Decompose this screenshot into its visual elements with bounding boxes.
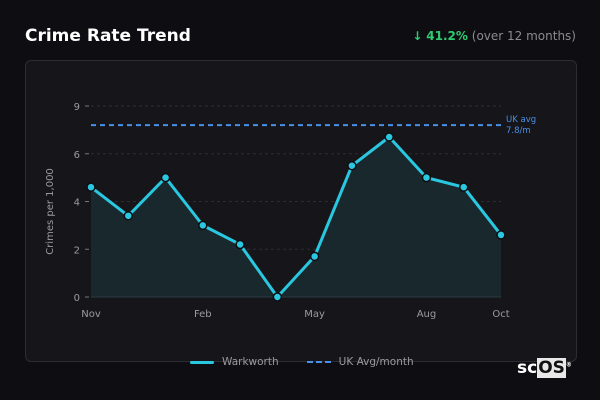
data-point — [421, 172, 432, 183]
legend-item-warkworth[interactable]: Warkworth — [190, 356, 279, 368]
data-point — [384, 132, 394, 142]
data-point — [496, 230, 506, 240]
legend-swatch — [190, 360, 214, 364]
data-point — [198, 220, 208, 231]
y-tick-label: 2 — [74, 245, 80, 256]
x-tick-label: May — [304, 309, 325, 320]
data-point — [347, 160, 357, 171]
series-line-warkworth — [90, 135, 503, 299]
y-axis-label: Crimes per 1,000 — [45, 168, 56, 255]
y-tick-label: 6 — [74, 150, 80, 161]
uk-avg-label: UK avg — [506, 115, 536, 125]
area-fill — [91, 137, 501, 297]
data-point — [458, 182, 469, 192]
change-arrow-icon: ↓ — [412, 29, 423, 43]
legend-label: Warkworth — [222, 356, 279, 368]
change-percent: 41.2% — [426, 29, 468, 43]
data-point — [123, 211, 134, 221]
change-period: (over 12 months) — [471, 29, 576, 43]
data-point — [86, 182, 96, 192]
scos-logo: scOS® — [517, 358, 572, 378]
legend-item-uk-avg[interactable]: UK Avg/month — [306, 356, 414, 368]
data-point — [160, 172, 171, 183]
chart-legend: Warkworth UK Avg/month — [190, 356, 414, 368]
uk-avg-value: 7.8/m — [506, 126, 531, 136]
y-tick-label: 0 — [74, 293, 80, 304]
y-tick-label: 4 — [74, 198, 80, 209]
legend-swatch — [306, 361, 331, 363]
x-tick-label: Nov — [81, 309, 101, 320]
data-point — [235, 239, 245, 250]
x-tick-label: Feb — [194, 309, 212, 320]
trend-change: ↓ 41.2% (over 12 months) — [412, 29, 576, 43]
y-tick-label: 9 — [74, 102, 80, 113]
x-tick-label: Oct — [492, 309, 509, 320]
data-point — [309, 251, 320, 262]
legend-label: UK Avg/month — [338, 356, 414, 368]
x-tick-label: Aug — [417, 309, 437, 320]
data-point — [272, 292, 283, 302]
page-title: Crime Rate Trend — [25, 26, 191, 46]
